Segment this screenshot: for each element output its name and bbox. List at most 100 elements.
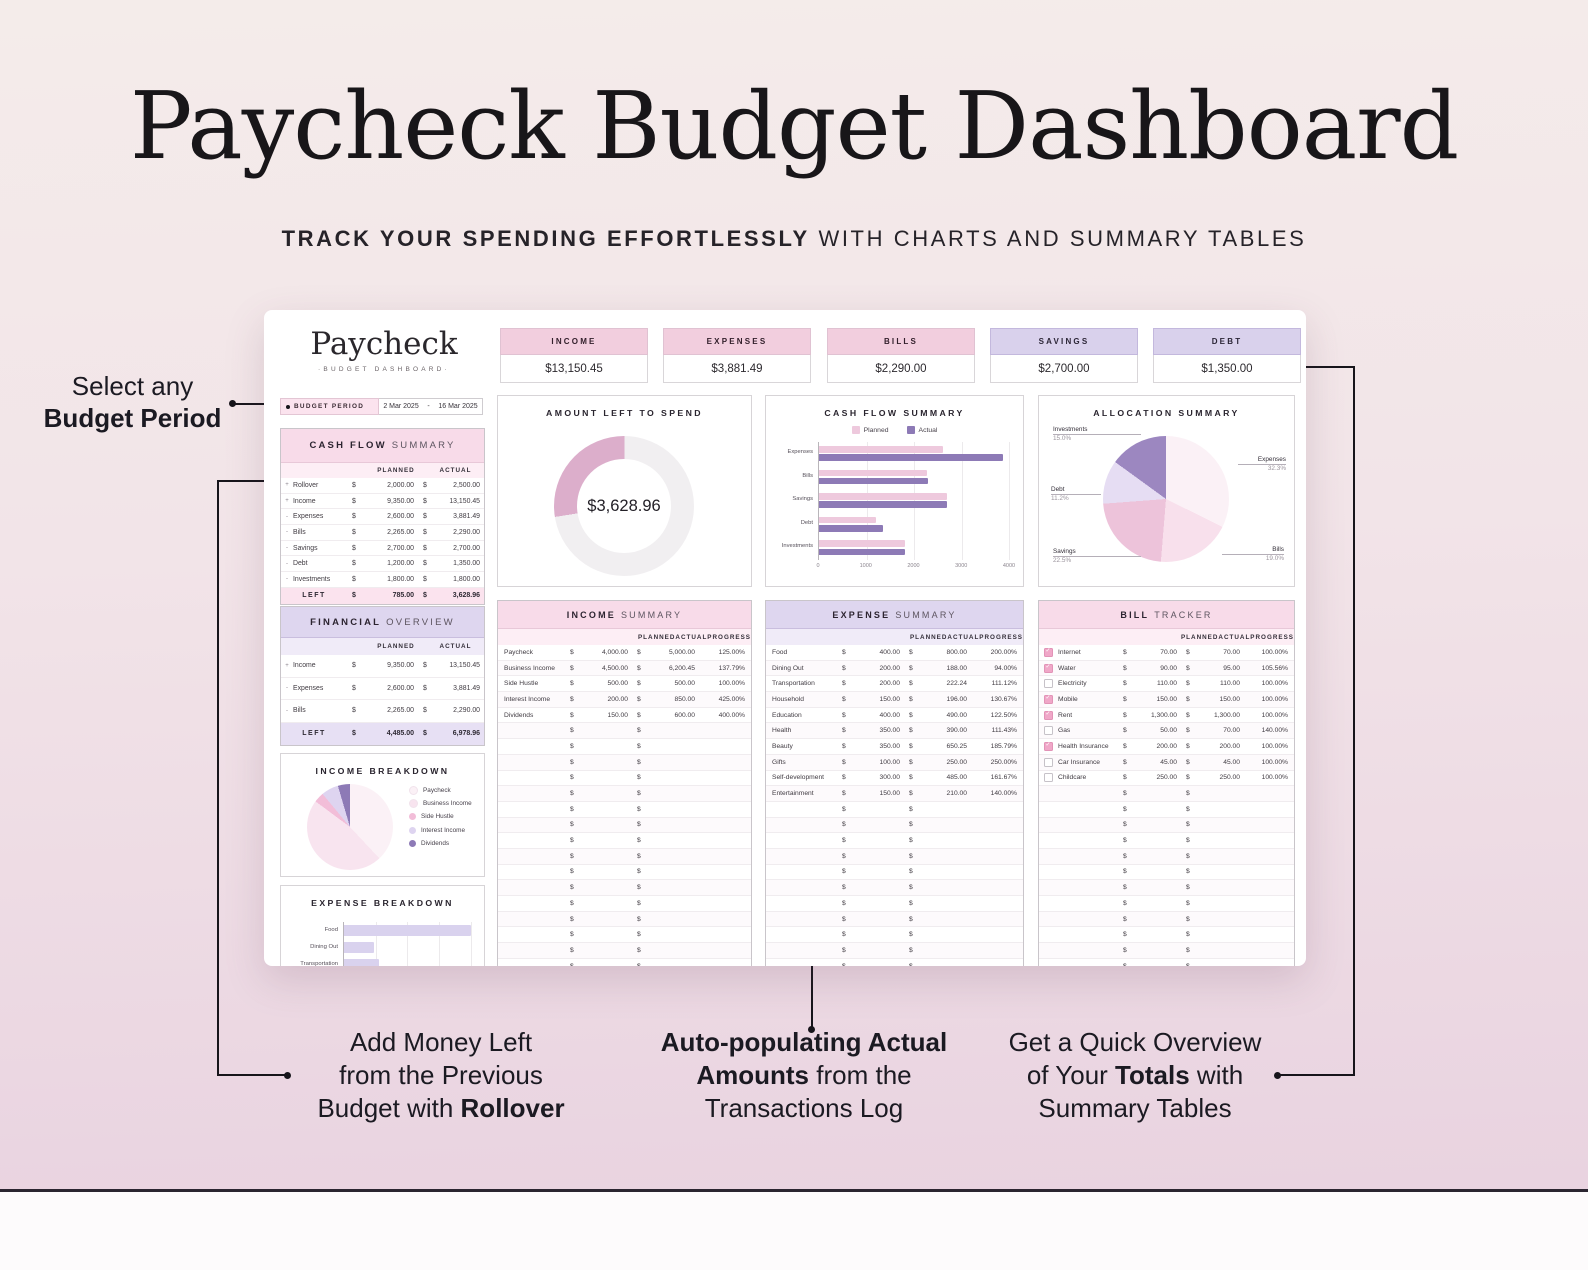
- money-cell: $: [1123, 868, 1127, 876]
- card-bills-label: BILLS: [827, 328, 975, 355]
- money-cell: $: [1186, 899, 1190, 907]
- money-cell: $: [842, 946, 846, 954]
- table-title: INCOME SUMMARY: [498, 601, 751, 629]
- money-cell: $1,800.00: [352, 575, 414, 583]
- money-cell: $: [1186, 821, 1190, 829]
- budget-period-label: BUDGET PERIOD: [280, 398, 379, 415]
- table-rows: + Rollover $2,000.00 $2,500.00 + Income $…: [281, 478, 484, 588]
- checkbox-checked-icon[interactable]: [1044, 647, 1053, 657]
- budget-period-start[interactable]: 2 Mar 2025: [383, 403, 419, 410]
- logo-name: Paycheck: [310, 326, 458, 362]
- checkbox-checked-icon[interactable]: [1044, 741, 1053, 751]
- checkbox-checked-icon[interactable]: [1044, 694, 1053, 704]
- table-row: $$: [498, 723, 751, 740]
- money-cell: $: [570, 805, 574, 813]
- row-label: Water: [1058, 664, 1076, 672]
- bar-planned: [819, 493, 948, 500]
- money-cell: $: [837, 963, 904, 966]
- money-cell: $: [637, 727, 641, 735]
- card-bills: BILLS $2,290.00: [827, 328, 975, 383]
- legend-swatch: [409, 839, 416, 847]
- pie-leader-line: [1051, 494, 1101, 495]
- table-total-row: LEFT $785.00 $3,628.96: [281, 587, 484, 604]
- tick-label: 4000: [1002, 563, 1016, 569]
- table-row: $$: [498, 943, 751, 959]
- checkbox-unchecked-icon[interactable]: [1044, 726, 1053, 736]
- table-row: Childcare $250.00 $250.00 100.00%: [1039, 771, 1294, 787]
- pie-leader-line: [1053, 434, 1141, 435]
- table-subheader: PLANNED ACTUAL: [281, 638, 484, 655]
- checkbox-unchecked-icon[interactable]: [1044, 757, 1053, 767]
- annotation-text: from the Previous: [339, 1060, 543, 1091]
- page-subtitle: TRACK YOUR SPENDING EFFORTLESSLY WITH CH…: [0, 226, 1588, 252]
- row-progress: 200.00%: [990, 648, 1017, 656]
- annotation-text-bold: Amounts: [696, 1060, 810, 1091]
- checkbox-checked-icon[interactable]: [1044, 710, 1053, 720]
- table-row: $$: [498, 833, 751, 849]
- table-row: $$: [1039, 786, 1294, 802]
- money-cell: $: [1186, 946, 1190, 954]
- annotation-text: Add Money Left: [349, 1027, 533, 1057]
- money-cell: $100.00: [842, 758, 900, 766]
- tick-label: 3000: [955, 563, 968, 569]
- bullet-icon: [286, 404, 290, 409]
- row-progress: 140.00%: [1261, 727, 1288, 735]
- bar-planned: [819, 469, 927, 477]
- table-row: Self-development $300.00 $485.00 161.67%: [766, 771, 1023, 787]
- money-cell: $350.00: [842, 742, 900, 750]
- money-cell: $: [570, 946, 574, 954]
- subtitle-bold: TRACK YOUR SPENDING EFFORTLESSLY: [281, 226, 810, 251]
- money-cell: $45.00: [1123, 758, 1177, 766]
- col-planned: PLANNED: [377, 467, 415, 474]
- bar-group: Bills: [802, 466, 1009, 490]
- checkbox-unchecked-icon[interactable]: [1044, 679, 1053, 689]
- table-row: Food $400.00 $800.00 200.00%: [766, 645, 1023, 661]
- budget-period-dates[interactable]: 2 Mar 2025 - 16 Mar 2025: [379, 398, 483, 415]
- checkbox-checked-icon[interactable]: [1044, 663, 1053, 673]
- row-progress: 105.56%: [1261, 664, 1288, 672]
- category-label: Dining Out: [310, 944, 338, 950]
- card-debt-label: DEBT: [1153, 328, 1301, 355]
- table-row: $$: [498, 927, 751, 944]
- money-cell: $: [909, 931, 913, 939]
- money-cell: $: [570, 774, 574, 782]
- money-cell: $: [637, 931, 641, 939]
- money-cell: $13,150.45: [423, 662, 480, 670]
- money-cell: $50.00: [1123, 727, 1177, 735]
- row-label: Investments: [293, 575, 331, 583]
- money-cell: $: [1186, 884, 1190, 892]
- cash-flow-bar-chart: Expenses Bills Savings Debt Investments: [782, 442, 1010, 560]
- expense-breakdown-bar-chart: Food Dining Out Transportation: [300, 922, 474, 966]
- callout-line-rollover-top: [217, 480, 277, 482]
- money-cell: $400.00: [842, 711, 900, 719]
- callout-dot: [808, 1026, 815, 1033]
- row-progress: 400.00%: [718, 711, 745, 719]
- money-cell: $6,200.45: [637, 664, 695, 672]
- title-bold: BILL: [1120, 609, 1150, 620]
- budget-period-end[interactable]: 16 Mar 2025: [438, 403, 478, 410]
- card-income-label: INCOME: [500, 328, 648, 355]
- annotation-text: of Your: [1026, 1060, 1116, 1091]
- row-progress: 122.50%: [990, 711, 1017, 719]
- money-cell: $: [570, 727, 574, 735]
- table-row: $$: [1039, 896, 1294, 912]
- chart-title: EXPENSE BREAKDOWN: [311, 898, 454, 908]
- subtitle-rest: WITH CHARTS AND SUMMARY TABLES: [809, 226, 1307, 251]
- checkbox-unchecked-icon[interactable]: [1044, 773, 1053, 783]
- money-cell: $: [1186, 915, 1190, 923]
- budget-period-row[interactable]: BUDGET PERIOD 2 Mar 2025 - 16 Mar 2025: [280, 398, 483, 415]
- total-planned: $785.00: [352, 592, 414, 600]
- title-bold: FINANCIAL: [310, 616, 382, 628]
- title-bold: EXPENSE: [832, 609, 891, 620]
- gridline: [961, 442, 963, 560]
- bar: [344, 925, 471, 936]
- money-cell: $: [570, 742, 574, 750]
- money-cell: $: [637, 758, 641, 766]
- money-cell: $: [570, 899, 574, 907]
- x-axis-ticks: 0 1000 2000 3000 4000: [816, 563, 1015, 571]
- money-cell: $: [637, 868, 641, 876]
- sign-icon: -: [286, 685, 288, 692]
- money-cell: $: [637, 915, 641, 923]
- bar-actual: [819, 501, 948, 508]
- money-cell: $850.00: [637, 695, 695, 703]
